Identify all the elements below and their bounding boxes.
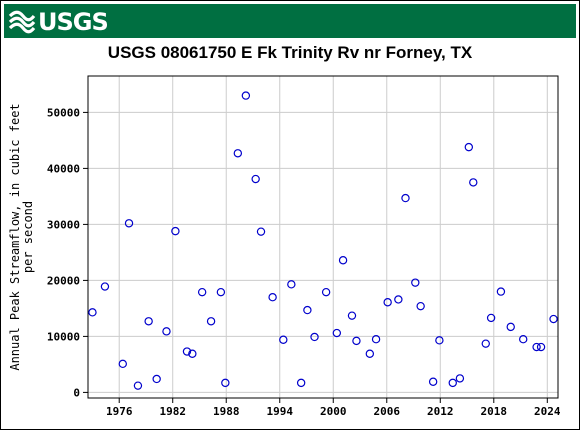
data-point [486,313,496,323]
data-point [162,327,171,336]
data-point [383,298,392,307]
y-tick-label: 40000 [47,162,80,175]
usgs-logo: USGS [8,7,109,36]
data-point [464,142,474,152]
usgs-wave-icon [8,10,36,34]
data-point [347,311,357,320]
data-point [519,335,528,344]
y-axis-label: per second [21,201,35,273]
y-tick-label: 50000 [47,106,80,119]
data-point [532,342,541,352]
plot-border [87,75,559,399]
data-point [435,336,444,345]
x-tick-label: 2024 [534,405,561,418]
data-point [332,328,342,338]
data-point [296,378,306,388]
data-point [233,149,243,158]
data-point [144,317,153,326]
usgs-logo-text: USGS [38,8,109,36]
y-tick-label: 10000 [47,330,80,343]
data-point [171,226,180,236]
data-point [365,349,375,358]
data-point [100,282,110,291]
data-point [496,287,506,296]
data-point [303,305,312,315]
data-point [279,335,288,344]
x-tick-label: 1982 [159,405,186,418]
y-tick-label: 30000 [47,218,80,231]
data-point [310,332,319,342]
data-point [216,287,226,297]
x-tick-label: 2012 [427,405,454,418]
data-point [448,378,457,388]
data-point [124,219,134,228]
data-point [352,336,361,346]
data-point [118,359,127,369]
data-point [428,377,438,386]
data-point [469,178,478,187]
data-point [221,378,230,388]
data-point [197,287,207,297]
data-point [536,342,546,352]
data-point [455,374,465,383]
data-point [394,295,403,304]
y-tick-label: 20000 [47,274,80,287]
data-point [321,287,331,297]
data-point [182,347,192,356]
data-point [416,301,425,311]
data-point [411,278,420,287]
data-point [549,314,558,324]
chart-title: USGS 08061750 E Fk Trinity Rv nr Forney,… [107,43,473,62]
data-point [152,374,161,384]
data-point [371,335,381,344]
data-point [188,349,197,358]
data-point [256,227,266,236]
x-tick-label: 2018 [481,405,508,418]
data-point [506,322,515,332]
data-point [268,293,277,302]
data-point [481,339,490,348]
plot-area [88,76,558,398]
data-point [88,308,97,317]
x-tick-label: 1988 [213,405,240,418]
data-point [133,381,143,390]
y-tick-label: 0 [73,386,80,399]
data-point [338,256,348,265]
data-point [241,91,251,100]
data-point [251,174,260,184]
data-point [287,280,296,289]
x-tick-label: 1994 [266,405,293,418]
x-tick-label: 2000 [320,405,347,418]
usgs-banner: USGS [4,4,576,38]
x-tick-label: 2006 [374,405,401,418]
data-point [401,193,410,203]
data-point [206,317,216,326]
y-axis-label: Annual Peak Streamflow, in cubic feet [8,103,22,370]
x-tick-label: 1976 [106,405,133,418]
